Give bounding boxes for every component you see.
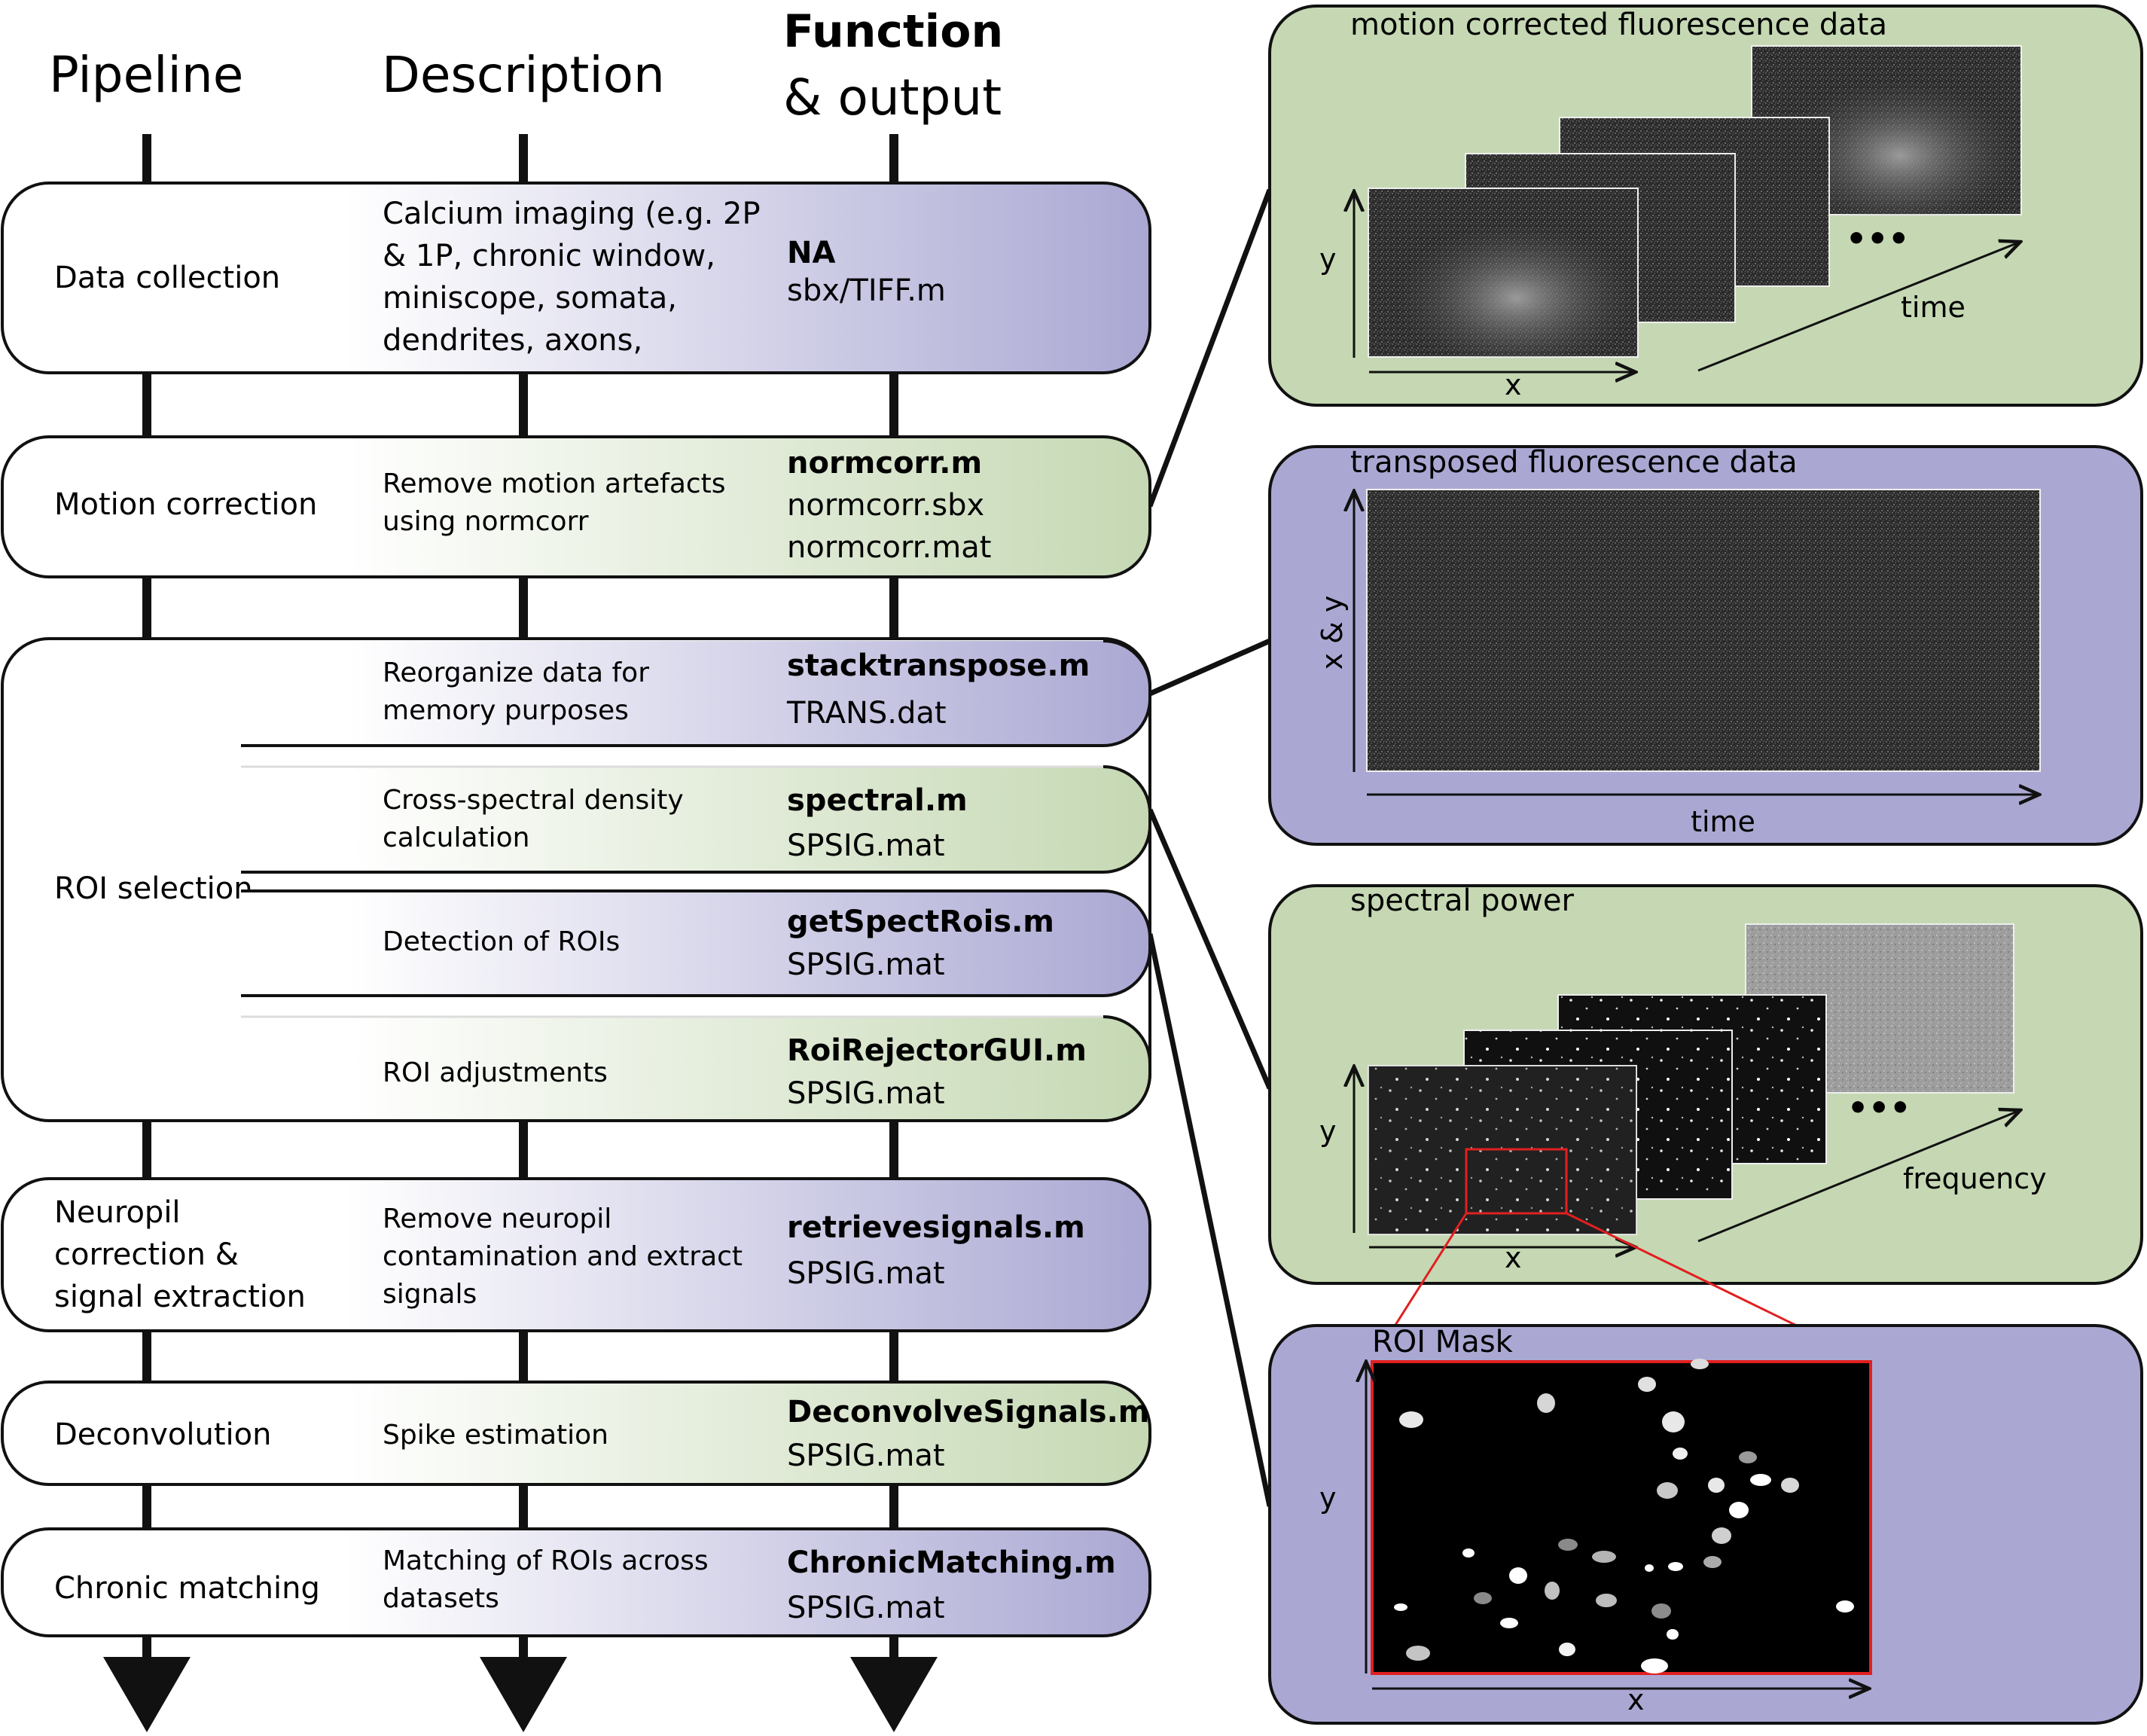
axis-label-x: x	[1505, 368, 1522, 401]
function-name: RoiRejectorGUI.m	[787, 1033, 1087, 1068]
function-name: getSpectRois.m	[787, 905, 1054, 939]
axis-label-time: time	[1691, 805, 1755, 838]
header-description: Description	[382, 46, 665, 104]
panel-title: ROI Mask	[1372, 1325, 1514, 1359]
stage-label: Motion correction	[54, 487, 317, 522]
function-name: stacktranspose.m	[787, 648, 1090, 683]
panel-spectral-power: spectral power ••• y x frequency	[1268, 883, 2143, 1285]
stage-roi-selection: ROI selection Reorganize data for memory…	[1, 637, 1151, 1122]
arrowhead-description	[480, 1657, 567, 1732]
stack-ellipsis: •••	[1847, 1089, 1911, 1127]
output-file: SPSIG.mat	[787, 1591, 945, 1625]
function-name: spectral.m	[787, 783, 968, 818]
flow-arrowheads	[103, 1657, 938, 1732]
axis-label-x: x	[1505, 1241, 1522, 1274]
stage-chronic-matching: Chronic matching Matching of ROIs across…	[1, 1527, 1151, 1637]
function-name: NA	[787, 236, 835, 270]
axis-label-y: y	[1319, 1481, 1337, 1515]
panel-title: spectral power	[1350, 883, 1574, 918]
desc-line: signals	[383, 1279, 477, 1310]
output-file: sbx/TIFF.m	[787, 273, 946, 308]
stage-deconvolution: Deconvolution Spike estimation Deconvolv…	[1, 1381, 1151, 1486]
output-file: normcorr.mat	[787, 530, 991, 565]
desc-line: calculation	[383, 822, 530, 853]
stage-label: Data collection	[54, 261, 280, 295]
axis-label-y: y	[1319, 1115, 1337, 1148]
function-name: normcorr.m	[787, 446, 982, 481]
zoom-region	[1465, 1148, 1568, 1215]
stage-label: Deconvolution	[54, 1417, 271, 1452]
roi-blobs	[1394, 1359, 1854, 1673]
output-file: normcorr.sbx	[787, 488, 984, 523]
roi-mask-image	[1371, 1360, 1872, 1675]
stage-label: correction &	[54, 1237, 239, 1272]
axis-label-frequency: frequency	[1903, 1162, 2047, 1195]
roi-step-roirejectorgui: ROI adjustments RoiRejectorGUI.m SPSIG.m…	[241, 1015, 1151, 1122]
function-name: DeconvolveSignals.m	[787, 1395, 1149, 1429]
desc-line: contamination and extract	[383, 1241, 743, 1272]
header-output: & output	[783, 69, 1002, 127]
stack-ellipsis: •••	[1846, 220, 1909, 258]
stage-label: signal extraction	[54, 1280, 306, 1314]
stage-motion-correction: Motion correction Remove motion artefact…	[1, 435, 1151, 578]
output-file: SPSIG.mat	[787, 1439, 945, 1473]
stage-neuropil: Neuropil correction & signal extraction …	[1, 1177, 1151, 1332]
image-stack	[1368, 45, 2022, 358]
desc-line: Cross-spectral density	[383, 785, 684, 816]
panel-title: motion corrected fluorescence data	[1350, 8, 1887, 42]
panel-motion-corrected: motion corrected fluorescence data ••• y…	[1268, 5, 2143, 407]
desc-line: dendrites, axons,	[383, 323, 642, 358]
output-file: SPSIG.mat	[787, 828, 945, 863]
function-name: ChronicMatching.m	[787, 1545, 1116, 1580]
axis-label-y: x & y	[1316, 596, 1349, 670]
desc-line: Spike estimation	[383, 1420, 608, 1451]
desc-line: ROI adjustments	[383, 1057, 608, 1088]
roi-step-getspectrois: Detection of ROIs getSpectRois.m SPSIG.m…	[241, 889, 1151, 997]
desc-line: Remove neuropil	[383, 1204, 611, 1234]
header-function: Function	[783, 5, 1003, 58]
desc-line: datasets	[383, 1583, 499, 1614]
function-name: retrievesignals.m	[787, 1210, 1085, 1245]
panel-connectors	[1147, 188, 1273, 1507]
panel-title: transposed fluorescence data	[1350, 445, 1798, 480]
stage-data-collection: Data collection Calcium imaging (e.g. 2P…	[1, 182, 1151, 374]
transposed-image	[1366, 489, 2041, 772]
desc-line: miniscope, somata,	[383, 281, 677, 316]
desc-line: Detection of ROIs	[383, 926, 620, 957]
header-pipeline: Pipeline	[49, 46, 243, 104]
output-file: SPSIG.mat	[787, 1256, 945, 1291]
output-file: SPSIG.mat	[787, 1076, 945, 1111]
desc-line: Calcium imaging (e.g. 2P	[383, 197, 761, 231]
panel-roi-mask: ROI Mask	[1268, 1324, 2143, 1725]
stage-label: Neuropil	[54, 1195, 181, 1230]
arrowhead-function	[850, 1657, 938, 1732]
axis-label-x: x	[1627, 1683, 1645, 1716]
desc-line: using normcorr	[383, 506, 589, 537]
desc-line: memory purposes	[383, 695, 629, 726]
desc-line: Matching of ROIs across	[383, 1545, 709, 1576]
axis-label-y: y	[1319, 243, 1337, 276]
roi-step-stacktranspose: Reorganize data for memory purposes stac…	[241, 639, 1151, 747]
stage-label: ROI selection	[54, 871, 253, 906]
panel-transposed: transposed fluorescence data x & y time	[1268, 445, 2143, 846]
desc-line: Reorganize data for	[383, 657, 649, 688]
axis-label-time: time	[1901, 291, 1966, 324]
output-file: SPSIG.mat	[787, 947, 945, 982]
stage-label: Chronic matching	[54, 1571, 320, 1606]
arrowhead-pipeline	[103, 1657, 191, 1732]
roi-step-spectral: Cross-spectral density calculation spect…	[241, 765, 1151, 874]
desc-line: Remove motion artefacts	[383, 468, 726, 499]
output-file: TRANS.dat	[786, 696, 947, 731]
desc-line: & 1P, chronic window,	[383, 239, 715, 273]
